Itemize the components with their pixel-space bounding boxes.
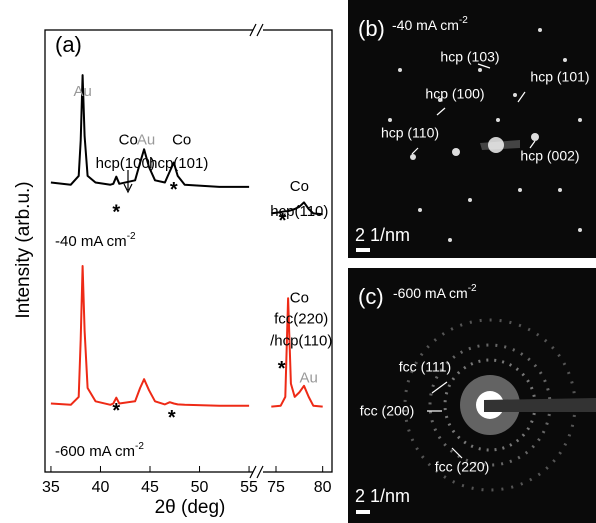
x-tick-label: 50: [191, 479, 209, 496]
annotation: /hcp(110): [270, 333, 332, 350]
xrd-curve: [51, 266, 249, 406]
annotation: Co: [290, 178, 309, 195]
condition-label: -600 mA cm-2: [393, 283, 477, 301]
annotation: Au: [73, 83, 91, 100]
annotation: *: [112, 201, 120, 223]
annotation: hcp(101): [149, 155, 208, 172]
superscript: -2: [468, 283, 477, 294]
superscript: -2: [135, 441, 144, 452]
annotation: Co: [119, 131, 138, 148]
annotation: *: [168, 407, 176, 429]
x-tick-label: 80: [314, 479, 332, 496]
superscript: -2: [127, 231, 136, 242]
panel-label: (a): [55, 32, 82, 57]
spot-label: fcc (220): [435, 459, 489, 475]
annotation: hcp(100): [96, 155, 155, 172]
panel-label: (b): [358, 16, 385, 41]
annotation: *: [112, 400, 120, 422]
scale-bar: [356, 248, 370, 252]
break-mark: [250, 24, 263, 478]
diffraction-c: [348, 268, 596, 523]
annotation: *: [279, 210, 287, 232]
scale-bar: [356, 510, 370, 514]
x-tick-label: 40: [92, 479, 110, 496]
condition-text: -600 mA cm: [393, 285, 468, 301]
x-tick-label: 75: [267, 479, 285, 496]
figure: Intensity (arb.u.) 2θ (deg) (a) 35 40 45 50…: [0, 0, 596, 523]
panel-label: (c): [358, 284, 384, 309]
spot-label: hcp (103): [440, 49, 499, 65]
x-tick-label: 55: [240, 479, 258, 496]
spot-label: fcc (111): [399, 359, 451, 375]
condition-label: -600 mA cm-2: [55, 441, 144, 460]
condition-label: -40 mA cm-2: [55, 231, 136, 250]
scale-label: 2 1/nm: [355, 225, 410, 245]
central-beam: [488, 137, 504, 153]
annotation: fcc(220): [274, 310, 328, 327]
spot-label: fcc (200): [360, 403, 414, 419]
spot-label: hcp (110): [381, 125, 439, 141]
x-tick-label: 35: [42, 479, 60, 496]
x-tick-label: 45: [141, 479, 159, 496]
annotation: *: [170, 179, 178, 201]
spot-label: hcp (002): [520, 148, 579, 164]
annotation: Co: [290, 289, 309, 306]
spot-label: hcp (100): [425, 86, 484, 102]
annotation: Au: [299, 369, 317, 386]
scale-label: 2 1/nm: [355, 486, 410, 506]
condition-text: -600 mA cm: [55, 443, 135, 460]
beam-stop: [484, 398, 596, 412]
spot-label: hcp (101): [530, 69, 589, 85]
condition-text: -40 mA cm: [392, 17, 459, 33]
condition-label: -40 mA cm-2: [392, 15, 468, 33]
condition-text: -40 mA cm: [55, 233, 127, 250]
annotation: Co: [172, 131, 191, 148]
annotation: *: [278, 358, 286, 380]
y-axis-label: Intensity (arb.u.): [13, 181, 34, 318]
superscript: -2: [459, 15, 468, 26]
annotation: Au: [137, 131, 155, 148]
x-axis-label: 2θ (deg): [155, 497, 226, 518]
